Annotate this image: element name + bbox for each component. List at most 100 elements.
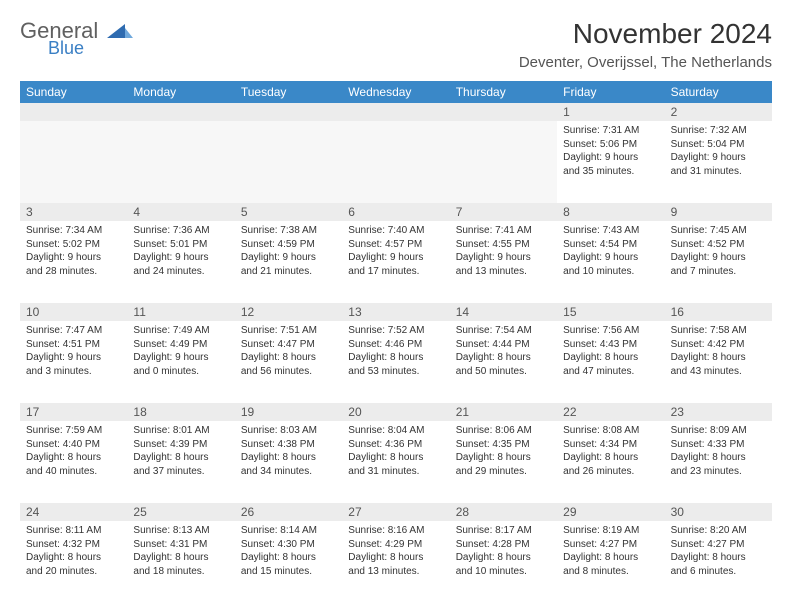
cell-day2: and 13 minutes. <box>456 265 551 279</box>
cell-day2: and 20 minutes. <box>26 565 121 579</box>
cell-sunset: Sunset: 4:29 PM <box>348 538 443 552</box>
day-number: 26 <box>235 503 342 521</box>
day-number: 11 <box>127 303 234 321</box>
week-row: Sunrise: 7:31 AMSunset: 5:06 PMDaylight:… <box>20 121 772 203</box>
calendar-cell: Sunrise: 7:45 AMSunset: 4:52 PMDaylight:… <box>665 221 772 303</box>
cell-sunset: Sunset: 4:49 PM <box>133 338 228 352</box>
calendar-cell: Sunrise: 7:59 AMSunset: 4:40 PMDaylight:… <box>20 421 127 503</box>
logo-triangle-icon <box>107 22 133 43</box>
calendar-cell: Sunrise: 8:20 AMSunset: 4:27 PMDaylight:… <box>665 521 772 603</box>
cell-sunrise: Sunrise: 8:19 AM <box>563 524 658 538</box>
cell-day1: Daylight: 8 hours <box>348 351 443 365</box>
cell-day1: Daylight: 8 hours <box>241 451 336 465</box>
day-number: 13 <box>342 303 449 321</box>
cell-sunset: Sunset: 4:35 PM <box>456 438 551 452</box>
cell-sunset: Sunset: 4:32 PM <box>26 538 121 552</box>
cell-day2: and 23 minutes. <box>671 465 766 479</box>
week-row: Sunrise: 7:59 AMSunset: 4:40 PMDaylight:… <box>20 421 772 503</box>
calendar-cell: Sunrise: 8:11 AMSunset: 4:32 PMDaylight:… <box>20 521 127 603</box>
cell-sunrise: Sunrise: 8:20 AM <box>671 524 766 538</box>
calendar: SundayMondayTuesdayWednesdayThursdayFrid… <box>20 81 772 603</box>
cell-day1: Daylight: 8 hours <box>241 551 336 565</box>
calendar-cell: Sunrise: 8:03 AMSunset: 4:38 PMDaylight:… <box>235 421 342 503</box>
cell-day2: and 31 minutes. <box>348 465 443 479</box>
cell-sunset: Sunset: 4:36 PM <box>348 438 443 452</box>
cell-sunset: Sunset: 4:30 PM <box>241 538 336 552</box>
cell-sunrise: Sunrise: 7:32 AM <box>671 124 766 138</box>
cell-sunset: Sunset: 4:46 PM <box>348 338 443 352</box>
calendar-cell: Sunrise: 8:13 AMSunset: 4:31 PMDaylight:… <box>127 521 234 603</box>
cell-day1: Daylight: 9 hours <box>563 251 658 265</box>
calendar-cell: Sunrise: 7:41 AMSunset: 4:55 PMDaylight:… <box>450 221 557 303</box>
cell-day2: and 3 minutes. <box>26 365 121 379</box>
cell-day2: and 35 minutes. <box>563 165 658 179</box>
calendar-cell <box>450 121 557 203</box>
calendar-cell: Sunrise: 8:08 AMSunset: 4:34 PMDaylight:… <box>557 421 664 503</box>
cell-day1: Daylight: 8 hours <box>26 551 121 565</box>
cell-sunset: Sunset: 4:47 PM <box>241 338 336 352</box>
day-number: 2 <box>665 103 772 121</box>
day-header: Tuesday <box>235 81 342 103</box>
cell-day1: Daylight: 9 hours <box>26 251 121 265</box>
cell-day2: and 24 minutes. <box>133 265 228 279</box>
day-number: 22 <box>557 403 664 421</box>
day-header: Monday <box>127 81 234 103</box>
cell-sunrise: Sunrise: 7:43 AM <box>563 224 658 238</box>
cell-sunset: Sunset: 4:28 PM <box>456 538 551 552</box>
cell-day2: and 50 minutes. <box>456 365 551 379</box>
cell-sunset: Sunset: 4:57 PM <box>348 238 443 252</box>
cell-sunset: Sunset: 4:33 PM <box>671 438 766 452</box>
cell-sunset: Sunset: 4:55 PM <box>456 238 551 252</box>
cell-day1: Daylight: 9 hours <box>671 151 766 165</box>
cell-sunrise: Sunrise: 7:49 AM <box>133 324 228 338</box>
calendar-cell: Sunrise: 7:56 AMSunset: 4:43 PMDaylight:… <box>557 321 664 403</box>
cell-day2: and 56 minutes. <box>241 365 336 379</box>
cell-day1: Daylight: 9 hours <box>133 251 228 265</box>
cell-day1: Daylight: 9 hours <box>26 351 121 365</box>
cell-sunrise: Sunrise: 7:36 AM <box>133 224 228 238</box>
cell-sunset: Sunset: 4:51 PM <box>26 338 121 352</box>
cell-day2: and 21 minutes. <box>241 265 336 279</box>
location: Deventer, Overijssel, The Netherlands <box>519 54 772 71</box>
day-number-row: 10111213141516 <box>20 303 772 321</box>
day-header: Sunday <box>20 81 127 103</box>
cell-day1: Daylight: 8 hours <box>671 451 766 465</box>
cell-day2: and 53 minutes. <box>348 365 443 379</box>
cell-sunset: Sunset: 4:27 PM <box>563 538 658 552</box>
cell-sunrise: Sunrise: 7:52 AM <box>348 324 443 338</box>
cell-day1: Daylight: 8 hours <box>671 551 766 565</box>
day-number: 28 <box>450 503 557 521</box>
cell-sunset: Sunset: 4:31 PM <box>133 538 228 552</box>
calendar-cell <box>20 121 127 203</box>
week-row: Sunrise: 7:34 AMSunset: 5:02 PMDaylight:… <box>20 221 772 303</box>
calendar-cell: Sunrise: 7:52 AMSunset: 4:46 PMDaylight:… <box>342 321 449 403</box>
month-title: November 2024 <box>519 18 772 50</box>
cell-sunset: Sunset: 5:06 PM <box>563 138 658 152</box>
cell-sunset: Sunset: 4:54 PM <box>563 238 658 252</box>
day-number: 25 <box>127 503 234 521</box>
day-number: 8 <box>557 203 664 221</box>
cell-day1: Daylight: 9 hours <box>241 251 336 265</box>
title-block: November 2024 Deventer, Overijssel, The … <box>519 18 772 71</box>
cell-day2: and 10 minutes. <box>456 565 551 579</box>
cell-day2: and 34 minutes. <box>241 465 336 479</box>
day-number-row: 12 <box>20 103 772 121</box>
calendar-cell: Sunrise: 7:31 AMSunset: 5:06 PMDaylight:… <box>557 121 664 203</box>
cell-sunrise: Sunrise: 8:16 AM <box>348 524 443 538</box>
day-number: 21 <box>450 403 557 421</box>
cell-day2: and 43 minutes. <box>671 365 766 379</box>
cell-sunset: Sunset: 5:01 PM <box>133 238 228 252</box>
cell-day2: and 26 minutes. <box>563 465 658 479</box>
cell-day1: Daylight: 9 hours <box>671 251 766 265</box>
calendar-cell: Sunrise: 8:14 AMSunset: 4:30 PMDaylight:… <box>235 521 342 603</box>
day-number: 18 <box>127 403 234 421</box>
cell-day2: and 10 minutes. <box>563 265 658 279</box>
cell-sunrise: Sunrise: 7:40 AM <box>348 224 443 238</box>
cell-sunrise: Sunrise: 8:14 AM <box>241 524 336 538</box>
week-row: Sunrise: 7:47 AMSunset: 4:51 PMDaylight:… <box>20 321 772 403</box>
cell-day1: Daylight: 9 hours <box>456 251 551 265</box>
cell-sunset: Sunset: 4:42 PM <box>671 338 766 352</box>
day-number: 10 <box>20 303 127 321</box>
calendar-cell: Sunrise: 8:06 AMSunset: 4:35 PMDaylight:… <box>450 421 557 503</box>
cell-day2: and 40 minutes. <box>26 465 121 479</box>
